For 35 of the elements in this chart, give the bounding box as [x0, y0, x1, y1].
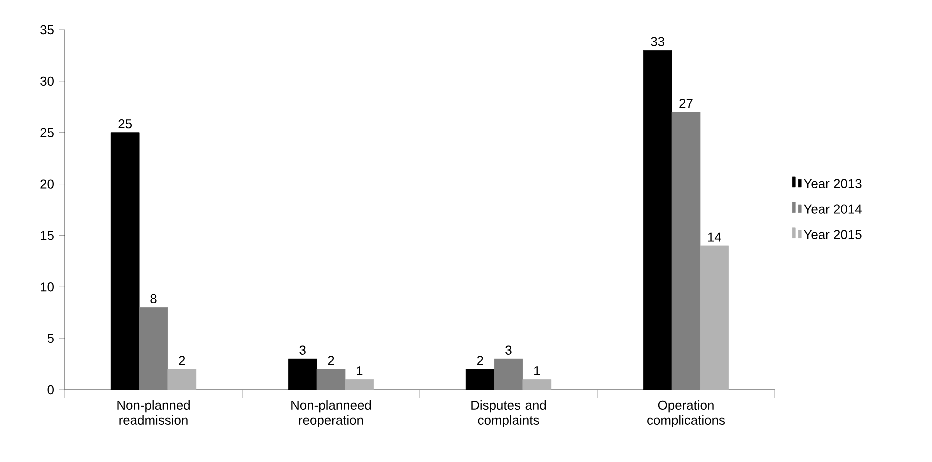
y-tick-label: 35: [40, 25, 54, 35]
y-tick-label: 15: [41, 231, 54, 240]
legend-label: Year 2013: [804, 179, 862, 188]
bar: [139, 308, 168, 390]
legend-label: Year 2014: [804, 204, 862, 214]
data-label: 1: [534, 366, 540, 376]
x-tick-label: Non-planned readmission: [118, 400, 190, 425]
data-label: 1: [357, 366, 363, 376]
bar: [700, 246, 730, 390]
bar: [494, 358, 524, 390]
data-label: 2: [477, 356, 484, 366]
data-label: 2: [328, 356, 334, 366]
x-tick-label: Operation complications: [648, 400, 726, 428]
data-label: 27: [680, 99, 693, 108]
legend-label: Year 2015: [804, 230, 862, 240]
y-tick-label: 10: [41, 282, 54, 292]
data-label: 3: [300, 346, 306, 355]
y-tick-label: 5: [48, 334, 54, 344]
y-tick-label: 30: [40, 76, 54, 86]
bar: [672, 112, 701, 390]
data-label: 33: [651, 37, 664, 46]
x-tick-label: Non-planneed reoperation: [292, 400, 372, 428]
data-label: 3: [506, 346, 512, 355]
bar: [522, 380, 552, 390]
data-label: 25: [118, 119, 132, 129]
y-tick-label: 25: [40, 128, 54, 138]
data-label: 2: [179, 356, 186, 366]
y-tick-label: 20: [40, 180, 54, 189]
bar: [168, 369, 197, 390]
bar: [345, 380, 374, 390]
y-tick-label: 0: [48, 385, 54, 395]
x-tick-label: Disputes and complaints: [472, 400, 546, 428]
bar: [316, 369, 346, 390]
data-label: 14: [708, 232, 722, 242]
data-label: 8: [150, 294, 157, 304]
